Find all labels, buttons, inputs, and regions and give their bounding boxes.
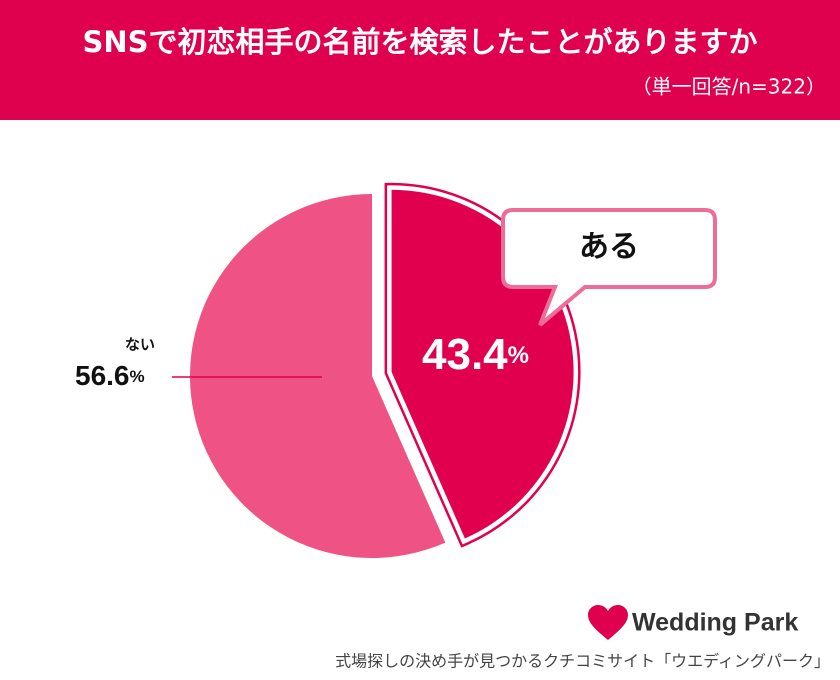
brand-name: Wedding Park — [632, 609, 798, 637]
logo: Wedding Park — [588, 605, 798, 640]
pie: ある 43.4% ない 56.6% — [75, 182, 717, 558]
callout-bubble — [501, 208, 717, 327]
value-label: 43.4% — [422, 330, 529, 379]
category-label: ある — [579, 230, 639, 265]
chart-subtitle: （単一回答/n=322） — [632, 75, 826, 99]
pie-slice — [190, 194, 446, 558]
category-label: ない — [125, 336, 155, 354]
value-label: 56.6% — [75, 360, 145, 391]
tagline: 式場探しの決め手が見つかるクチコミサイト「ウエディングパーク」 — [335, 652, 830, 671]
header-band — [0, 0, 840, 120]
chart-title: SNSで初恋相手の名前を検索したことがありますか — [82, 25, 757, 59]
logo-heart — [588, 605, 628, 640]
